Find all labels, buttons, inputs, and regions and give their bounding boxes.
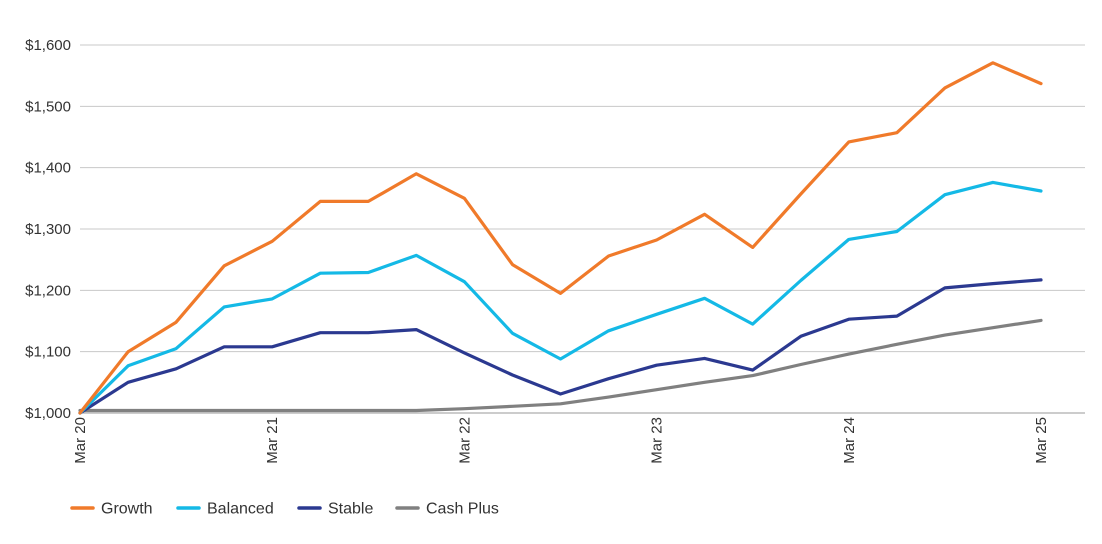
y-tick-label: $1,000 — [25, 405, 71, 422]
series-line-stable — [78, 278, 1043, 415]
series-lines — [78, 61, 1043, 415]
x-axis-tick-labels: Mar 20 Mar 21 Mar 22 Mar 23 Mar 24 Mar 25 — [72, 417, 1050, 464]
series-line-balanced — [78, 180, 1043, 415]
x-tick-label: Mar 21 — [264, 417, 281, 464]
legend-label-growth: Growth — [101, 501, 153, 518]
legend: Growth Balanced Stable Cash Plus — [70, 501, 499, 518]
x-tick-label: Mar 24 — [841, 417, 858, 464]
y-tick-label: $1,500 — [25, 98, 71, 115]
x-tick-label: Mar 25 — [1033, 417, 1050, 464]
y-tick-label: $1,300 — [25, 221, 71, 238]
y-axis-tick-labels: $1,000 $1,100 $1,200 $1,300 $1,400 $1,500 $1,6… — [25, 37, 71, 422]
y-tick-label: $1,200 — [25, 282, 71, 299]
y-tick-label: $1,100 — [25, 344, 71, 361]
series-line-growth — [78, 61, 1043, 415]
legend-label-stable: Stable — [328, 501, 373, 518]
x-tick-label: Mar 20 — [72, 417, 89, 464]
y-tick-label: $1,400 — [25, 160, 71, 177]
x-tick-label: Mar 22 — [456, 417, 473, 464]
x-tick-label: Mar 23 — [649, 417, 666, 464]
legend-label-cash-plus: Cash Plus — [426, 501, 499, 518]
series-line-cash-plus — [78, 318, 1043, 413]
grid-lines — [80, 44, 1085, 414]
legend-label-balanced: Balanced — [207, 501, 274, 518]
y-tick-label: $1,600 — [25, 37, 71, 54]
